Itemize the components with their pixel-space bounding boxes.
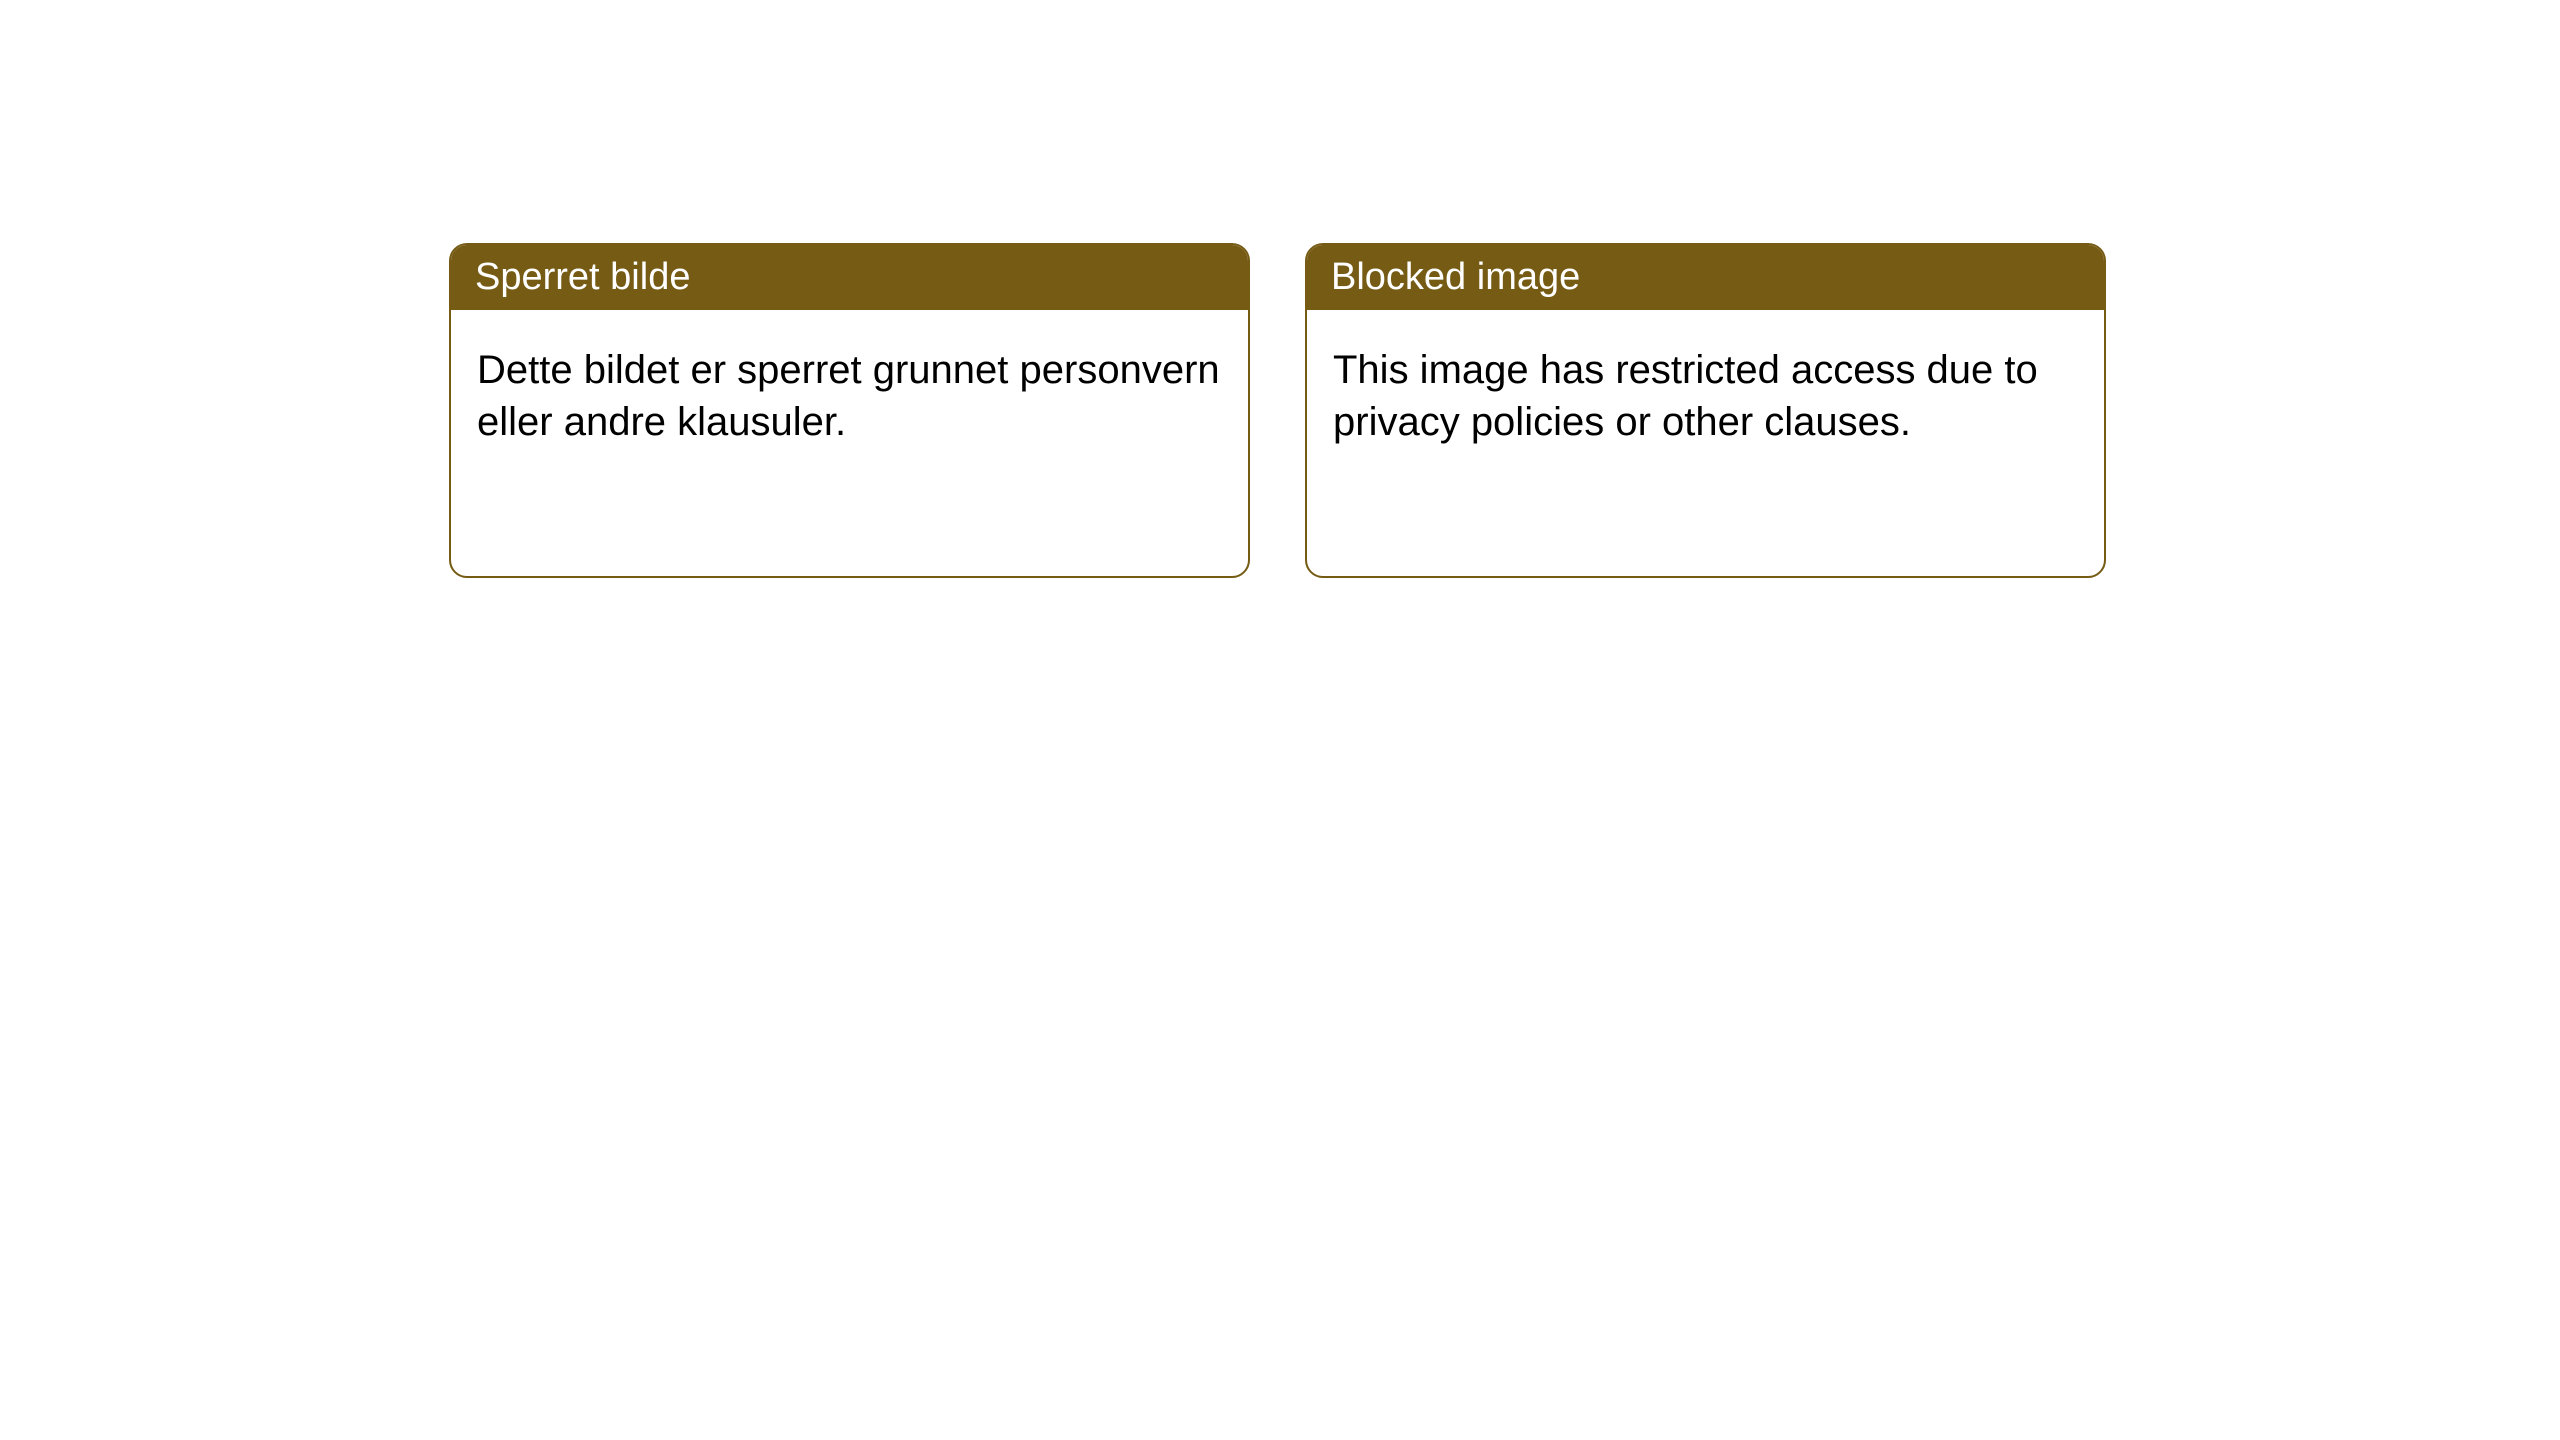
- notice-card-english: Blocked image This image has restricted …: [1305, 243, 2106, 578]
- notice-container: Sperret bilde Dette bildet er sperret gr…: [0, 0, 2560, 578]
- notice-title: Sperret bilde: [451, 245, 1248, 310]
- notice-card-norwegian: Sperret bilde Dette bildet er sperret gr…: [449, 243, 1250, 578]
- notice-body-text: Dette bildet er sperret grunnet personve…: [451, 310, 1248, 474]
- notice-title: Blocked image: [1307, 245, 2104, 310]
- notice-body-text: This image has restricted access due to …: [1307, 310, 2104, 474]
